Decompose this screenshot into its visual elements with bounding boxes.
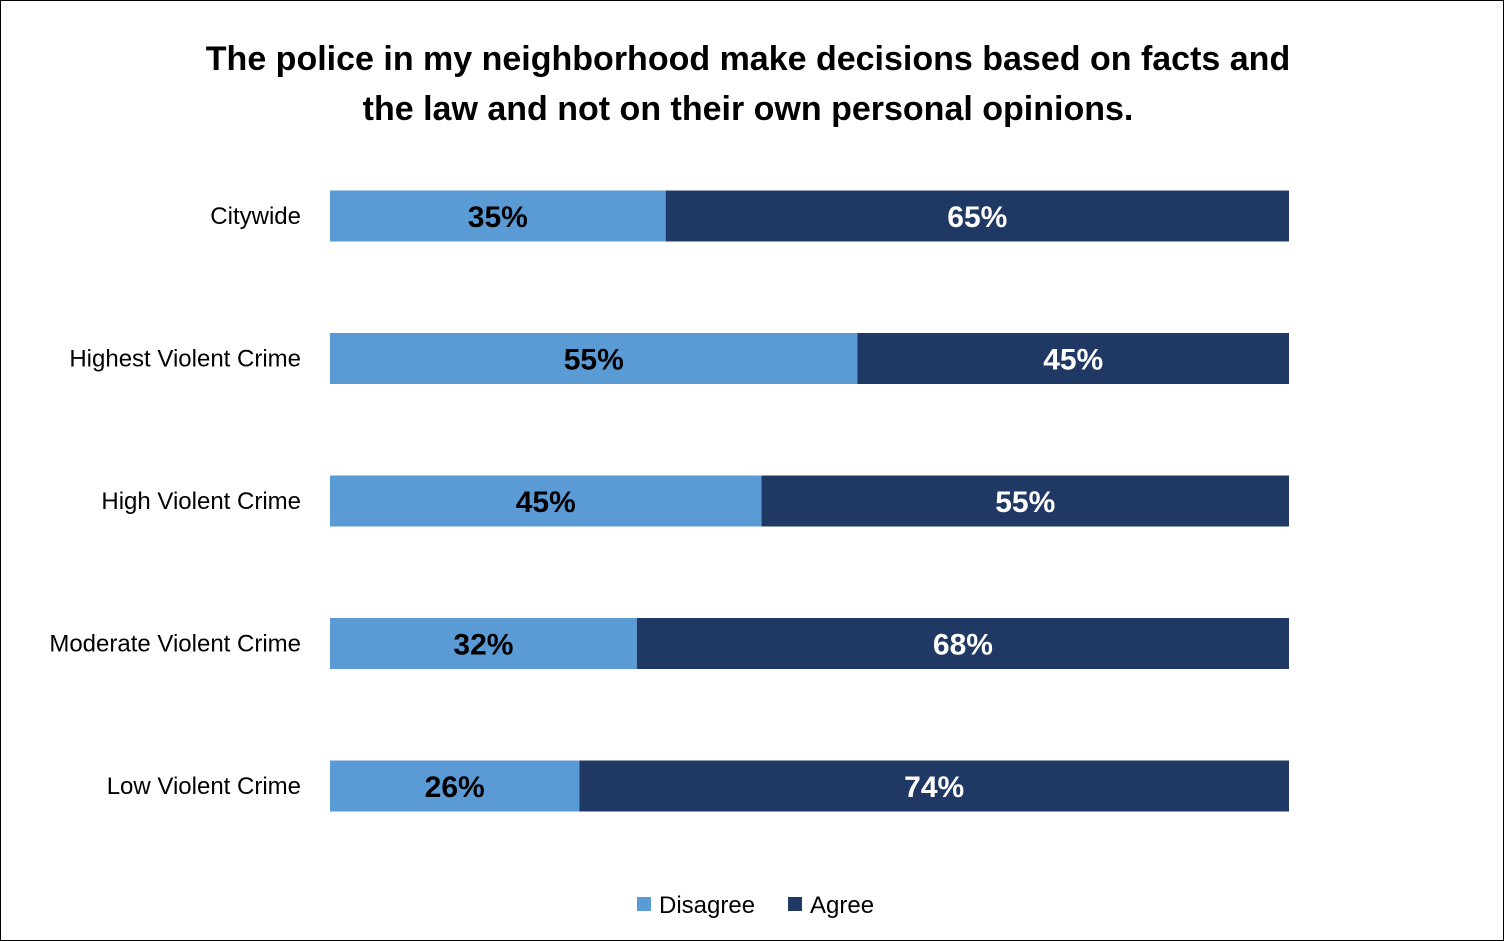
data-label-high-violent-crime-disagree: 45% <box>516 486 576 519</box>
category-label-highest-violent-crime: Highest Violent Crime <box>69 346 301 373</box>
category-label-high-violent-crime: High Violent Crime <box>101 488 301 515</box>
bar-moderate-violent-crime-agree <box>636 618 1289 669</box>
plot-area: Citywide 35% 65% Highest Violent Crime 55% 45… <box>49 190 1289 812</box>
bar-highest-violent-crime-disagree <box>330 333 858 384</box>
data-label-low-violent-crime-disagree: 26% <box>425 771 485 804</box>
data-label-citywide-disagree: 35% <box>468 201 528 234</box>
bar-high-violent-crime-disagree <box>330 475 762 527</box>
data-label-citywide-agree: 65% <box>947 201 1007 234</box>
chart-title-line-2: the law and not on their own personal op… <box>363 90 1134 128</box>
data-label-low-violent-crime-agree: 74% <box>904 771 964 804</box>
category-label-citywide: Citywide <box>210 203 301 230</box>
bar-low-violent-crime-disagree <box>330 760 580 812</box>
bar-highest-violent-crime-agree <box>857 333 1289 384</box>
legend-label-disagree: Disagree <box>659 892 755 919</box>
data-label-moderate-violent-crime-disagree: 32% <box>453 629 513 662</box>
bar-high-violent-crime-agree <box>761 475 1289 527</box>
legend-swatch-disagree <box>637 897 651 911</box>
legend-label-agree: Agree <box>810 892 874 919</box>
legend: Disagree Agree <box>637 892 874 919</box>
data-label-moderate-violent-crime-agree: 68% <box>933 629 993 662</box>
data-label-highest-violent-crime-agree: 45% <box>1043 344 1103 377</box>
chart-title: The police in my neighborhood make decis… <box>206 40 1290 128</box>
legend-swatch-agree <box>788 897 802 911</box>
bar-moderate-violent-crime-disagree <box>330 618 637 669</box>
data-label-highest-violent-crime-disagree: 55% <box>564 344 624 377</box>
data-label-high-violent-crime-agree: 55% <box>995 486 1055 519</box>
category-label-moderate-violent-crime: Moderate Violent Crime <box>49 631 301 658</box>
chart-title-line-1: The police in my neighborhood make decis… <box>206 40 1290 78</box>
bar-citywide-disagree <box>330 190 666 242</box>
bar-citywide-agree <box>665 190 1289 242</box>
bar-low-violent-crime-agree <box>579 760 1289 812</box>
category-label-low-violent-crime: Low Violent Crime <box>107 773 301 800</box>
